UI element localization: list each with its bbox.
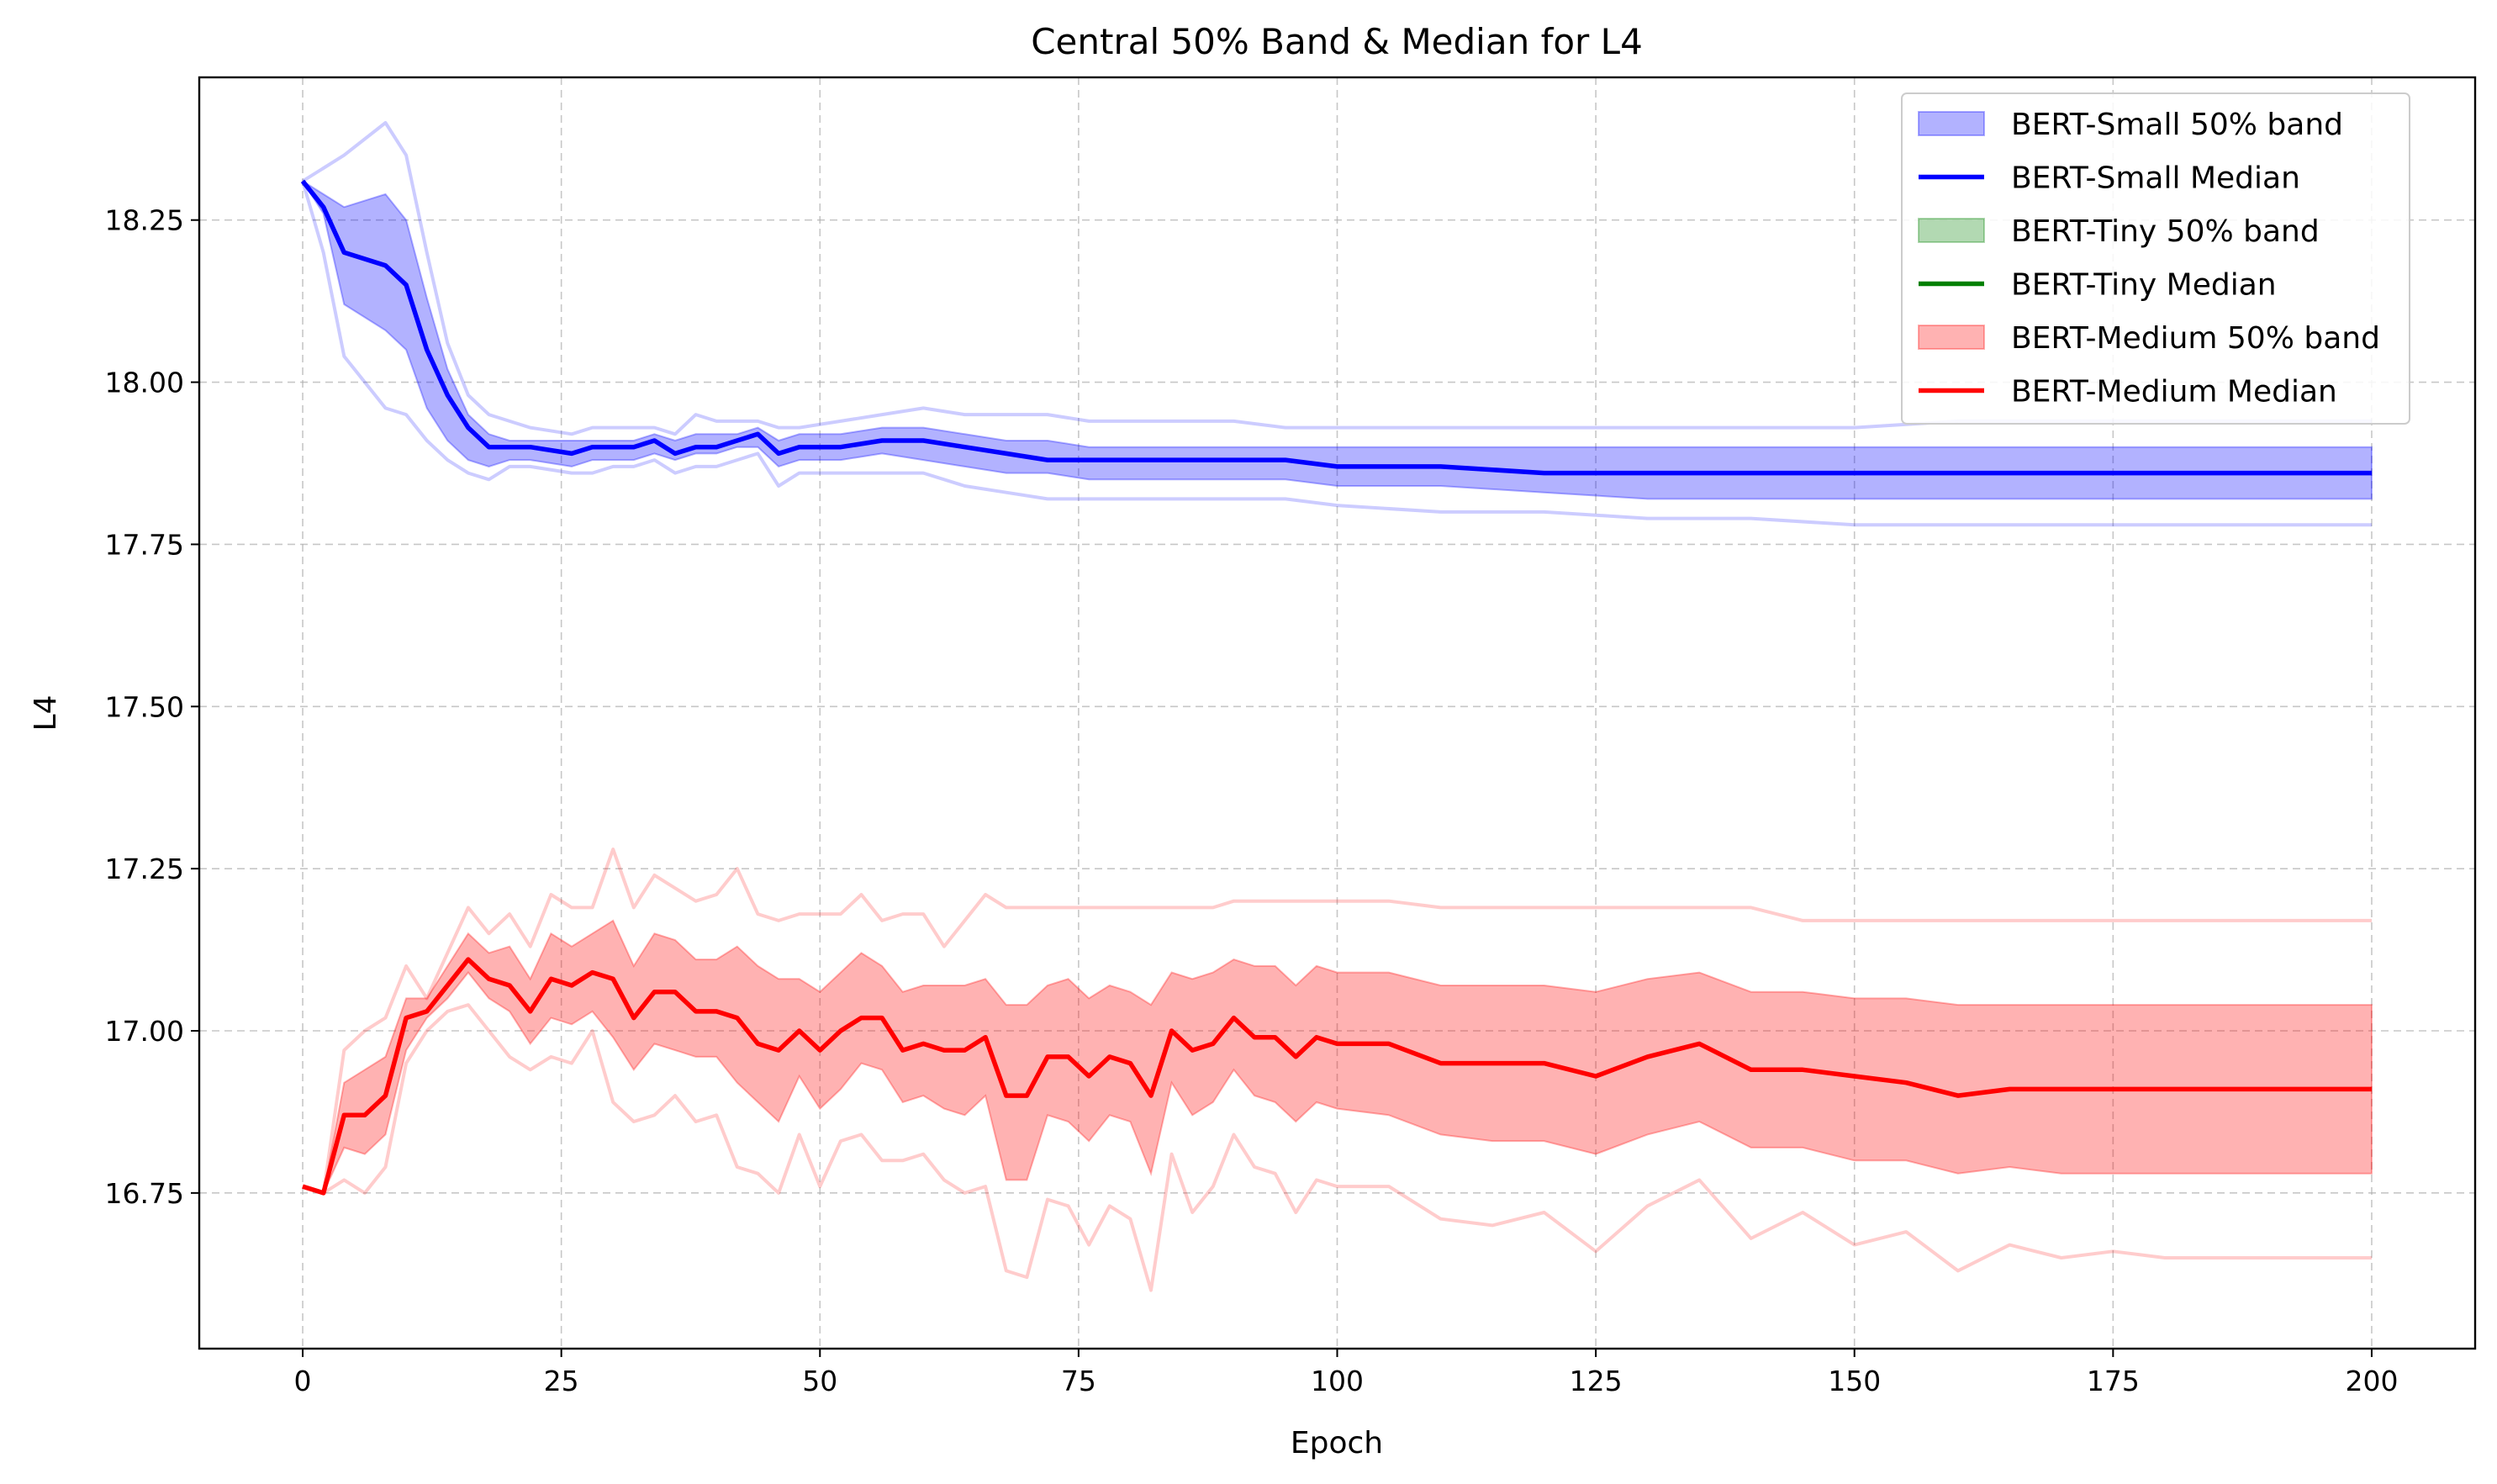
x-tick-label: 150 (1828, 1365, 1881, 1397)
legend-frame (1901, 92, 2410, 425)
legend-label-bert-tiny-50-band: BERT-Tiny 50% band (2011, 214, 2320, 249)
y-tick-label: 17.50 (105, 690, 184, 723)
x-tick-label: 50 (802, 1365, 837, 1397)
legend-swatch-bert-medium-50-band (1918, 325, 1985, 350)
x-tick-label: 100 (1311, 1365, 1364, 1397)
bert-small-min-line (301, 180, 2372, 527)
legend-swatch-bert-small-50-band (1918, 111, 1985, 136)
tick-layer: 0 25 50 75 100 125 150 175 200 16.75 17.00 17.25 17.… (105, 204, 2399, 1397)
legend: BERT-Small 50% band BERT-Small Median BERT… (1901, 92, 2410, 425)
chart-title: Central 50% Band & Median for L4 (1031, 21, 1643, 62)
legend-label-bert-tiny-median: BERT-Tiny Median (2011, 268, 2277, 303)
series-layer (300, 121, 2373, 1292)
x-tick-label: 75 (1061, 1365, 1096, 1397)
bert-small-series (300, 121, 2373, 527)
bert-medium-series (302, 848, 2373, 1292)
y-tick-label: 18.00 (105, 367, 184, 399)
legend-swatch-bert-tiny-50-band (1918, 218, 1985, 243)
bert-medium-median-line (302, 957, 2372, 1196)
bert-small-max-line (301, 121, 2372, 436)
y-tick-label: 17.75 (105, 528, 184, 561)
x-tick-label: 0 (294, 1365, 312, 1397)
y-tick-label: 17.00 (105, 1015, 184, 1048)
y-tick-label: 16.75 (105, 1177, 184, 1210)
x-tick-label: 125 (1570, 1365, 1623, 1397)
legend-label-bert-medium-median: BERT-Medium Median (2011, 375, 2337, 409)
bert-medium-min-line (302, 1003, 2372, 1292)
x-tick-label: 175 (2087, 1365, 2140, 1397)
y-tick-label: 18.25 (105, 204, 184, 237)
bert-small-median-line (300, 179, 2372, 476)
grid-layer (199, 77, 2475, 1349)
y-axis-label: L4 (29, 695, 63, 731)
x-tick-label: 200 (2345, 1365, 2398, 1397)
legend-label-bert-small-median: BERT-Small Median (2011, 161, 2300, 196)
legend-label-bert-small-50-band: BERT-Small 50% band (2011, 108, 2343, 142)
legend-label-bert-medium-50-band: BERT-Medium 50% band (2011, 321, 2380, 356)
x-tick-label: 25 (544, 1365, 579, 1397)
x-axis-label: Epoch (1291, 1426, 1383, 1460)
bert-medium-max-line (302, 848, 2372, 1195)
y-tick-label: 17.25 (105, 853, 184, 885)
